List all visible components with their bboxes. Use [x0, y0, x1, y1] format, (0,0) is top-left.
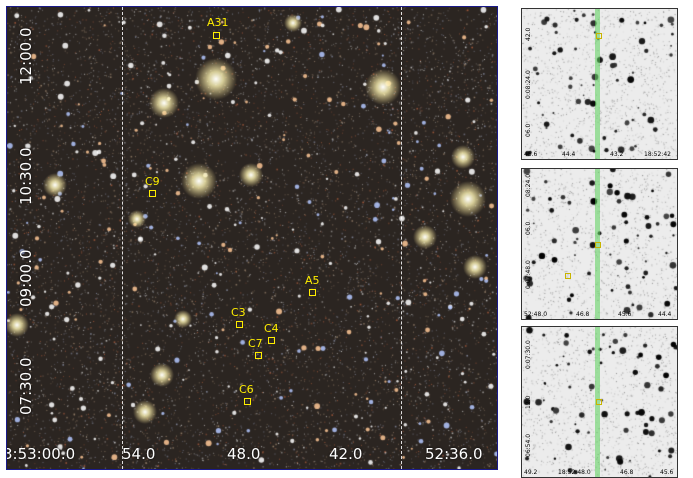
- grid-line-ra-54: [122, 7, 123, 469]
- inset-panel-3: 0:07:30.0 12.0 06:54.0 49.2 18:52:48.0 4…: [521, 326, 678, 478]
- inset-x-tick: 44.4: [658, 311, 672, 318]
- inset-y-tick: 06.0: [525, 123, 532, 137]
- marker-label: C7: [248, 337, 263, 350]
- slit-overlay: [595, 169, 600, 319]
- inset-y-tick: 42.0: [525, 27, 532, 41]
- x-tick-52-36: 52:36.0: [425, 445, 483, 463]
- marker-box: [255, 352, 262, 359]
- inset-x-tick: 49.2: [524, 469, 538, 476]
- inset-y-tick: 08:24.0: [525, 173, 532, 197]
- inset-x-tick: 44.4: [562, 151, 576, 158]
- inset-panel-1: 42.0 0:08:24.0 06.0 45.6 44.4 43.2 18:52…: [521, 8, 678, 160]
- marker-box: [149, 190, 156, 197]
- grid-line-ra-52-36: [401, 7, 402, 469]
- starfield-image: [7, 7, 497, 469]
- inset-x-tick: 45.6: [618, 311, 632, 318]
- inset-x-tick: 46.8: [620, 469, 634, 476]
- inset-x-tick: 52:48.0: [524, 311, 548, 318]
- y-tick-12-00: 12:00.0: [17, 27, 35, 85]
- y-tick-09-00: 09:00.0: [17, 249, 35, 307]
- target-marker: [596, 399, 602, 405]
- marker-label: C6: [239, 383, 254, 396]
- marker-box: [244, 398, 251, 405]
- y-tick-10-30: 10:30.0: [17, 147, 35, 205]
- inset-x-tick: 18:52:48.0: [558, 469, 591, 476]
- x-tick-42: 42.0: [329, 445, 363, 463]
- marker-label: C4: [264, 322, 279, 335]
- inset-y-tick: 06.0: [525, 221, 532, 235]
- marker-label: A5: [305, 274, 320, 287]
- slit-overlay: [595, 327, 600, 477]
- marker-label: A31: [207, 16, 229, 29]
- target-marker: [596, 33, 602, 39]
- inset-x-tick: 43.2: [610, 151, 624, 158]
- marker-label: C9: [145, 175, 160, 188]
- x-tick-54: 54.0: [122, 445, 156, 463]
- inset-y-tick: 0:07:48.0: [525, 260, 532, 289]
- target-marker: [595, 242, 601, 248]
- inset-x-tick: 45.6: [660, 469, 674, 476]
- marker-label: C3: [231, 306, 246, 319]
- inset-x-tick: 46.8: [576, 311, 590, 318]
- inset-x-tick: 18:52:42: [644, 151, 671, 158]
- marker-box: [213, 32, 220, 39]
- inset-x-tick: 45.6: [524, 151, 538, 158]
- marker-box: [309, 289, 316, 296]
- inset-y-tick: 0:07:30.0: [525, 340, 532, 369]
- marker-box: [268, 337, 275, 344]
- x-tick-48: 48.0: [227, 445, 261, 463]
- target-marker: [565, 273, 571, 279]
- inset-y-tick: 0:08:24.0: [525, 70, 532, 99]
- inset-panel-2: 08:24.0 06.0 0:07:48.0 52:48.0 46.8 45.6…: [521, 168, 678, 320]
- main-sky-image: 12:00.0 10:30.0 09:00.0 07:30.0 3:53:00.…: [6, 6, 498, 470]
- marker-box: [236, 321, 243, 328]
- x-tick-3-53-00: 3:53:00.0: [6, 445, 76, 463]
- inset-y-tick: 06:54.0: [525, 433, 532, 457]
- y-tick-07-30: 07:30.0: [17, 357, 35, 415]
- inset-y-tick: 12.0: [525, 395, 532, 409]
- slit-overlay: [595, 9, 600, 159]
